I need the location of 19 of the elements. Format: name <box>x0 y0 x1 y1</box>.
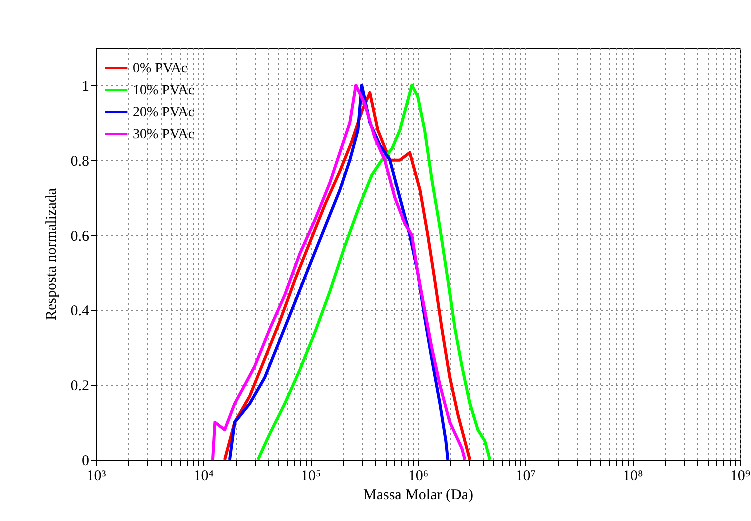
legend-label: 0% PVAc <box>133 62 188 76</box>
x-tick-label: 10⁶ <box>408 468 429 484</box>
y-tick-label: 0.8 <box>70 154 90 170</box>
x-tick-label: 10⁹ <box>730 468 751 484</box>
legend-label: 30% PVAc <box>133 128 195 142</box>
legend-label: 10% PVAc <box>133 84 195 98</box>
y-tick-label: 1 <box>82 78 90 95</box>
x-tick-label: 10⁵ <box>301 468 322 484</box>
legend-label: 20% PVAc <box>133 106 195 120</box>
y-tick-label: 0.4 <box>70 304 90 320</box>
x-axis-title: Massa Molar (Da) <box>364 488 474 504</box>
y-tick-label: 0.2 <box>70 378 90 395</box>
x-tick-label: 10⁸ <box>623 468 644 484</box>
y-tick-label: 0 <box>82 454 90 470</box>
x-tick-label: 10³ <box>86 468 107 484</box>
y-tick-label: 0.6 <box>70 228 90 245</box>
x-tick-label: 10⁴ <box>194 468 214 484</box>
x-tick-label: 10⁷ <box>516 468 536 484</box>
y-axis-title: Resposta normalizada <box>44 188 60 321</box>
